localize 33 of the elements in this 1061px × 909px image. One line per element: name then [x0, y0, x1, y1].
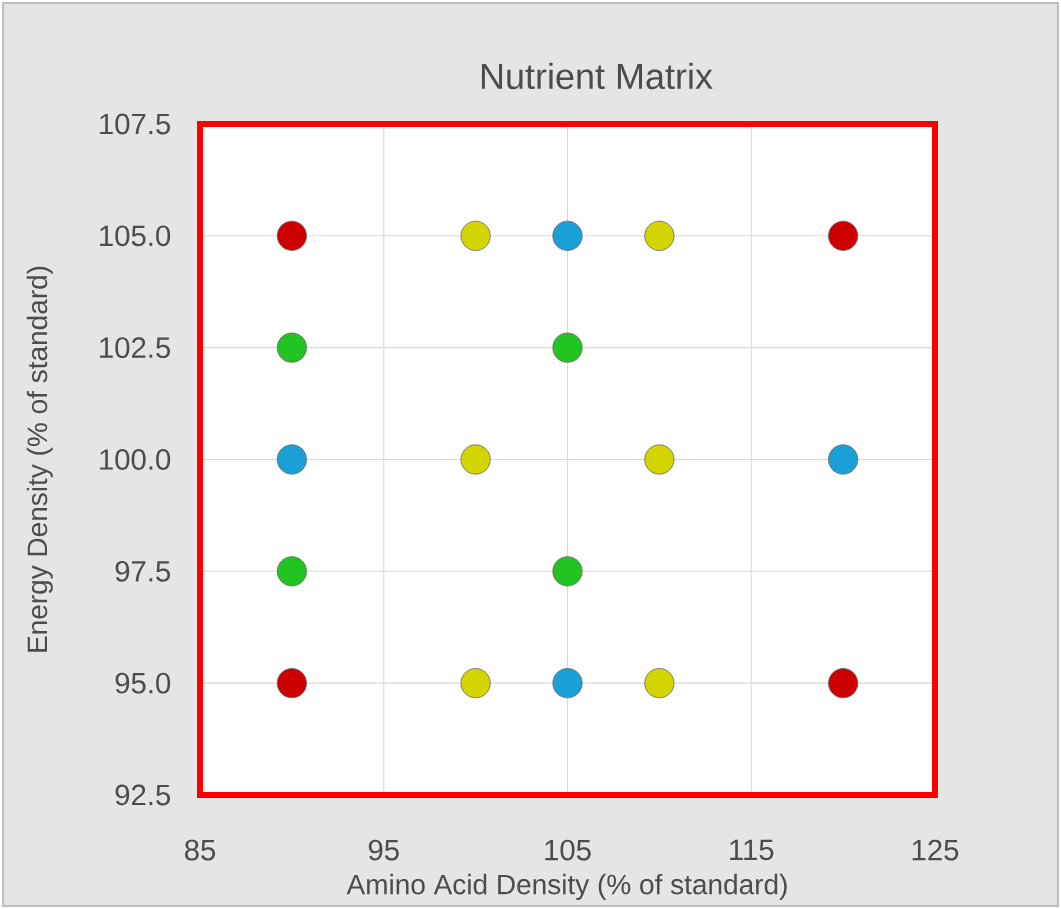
point — [552, 332, 583, 363]
point — [828, 444, 859, 475]
y-tick-label: 105.0 — [100, 225, 171, 247]
point — [276, 668, 307, 699]
y-tick-label: 97.5 — [115, 560, 171, 582]
y-tick-label: 102.5 — [100, 337, 171, 359]
point — [828, 668, 859, 699]
y-tick-label: 92.5 — [115, 784, 171, 806]
chart-title: Nutrient Matrix — [481, 62, 713, 90]
y-tick-label: 107.5 — [100, 113, 171, 135]
x-axis-title: Amino Acid Density (% of standard) — [346, 873, 787, 900]
x-tick-label: 125 — [912, 839, 959, 861]
point — [644, 444, 675, 475]
y-tick-label: 100.0 — [100, 449, 171, 470]
y-tick-label: 95.0 — [115, 672, 171, 694]
point — [276, 444, 307, 475]
point — [644, 668, 675, 699]
point — [460, 668, 491, 699]
point — [552, 220, 583, 251]
point — [460, 444, 491, 475]
point — [552, 556, 583, 587]
x-tick-label: 115 — [730, 839, 774, 861]
x-tick-label: 105 — [545, 839, 591, 861]
point — [644, 220, 675, 251]
point — [828, 220, 859, 251]
x-tick-label: 85 — [184, 839, 216, 861]
point — [276, 332, 307, 363]
point — [276, 220, 307, 251]
point — [276, 556, 307, 587]
point — [460, 220, 491, 251]
point — [552, 668, 583, 699]
y-axis-title: Energy Density (% of standard) — [26, 266, 53, 652]
x-tick-label: 95 — [368, 839, 399, 861]
